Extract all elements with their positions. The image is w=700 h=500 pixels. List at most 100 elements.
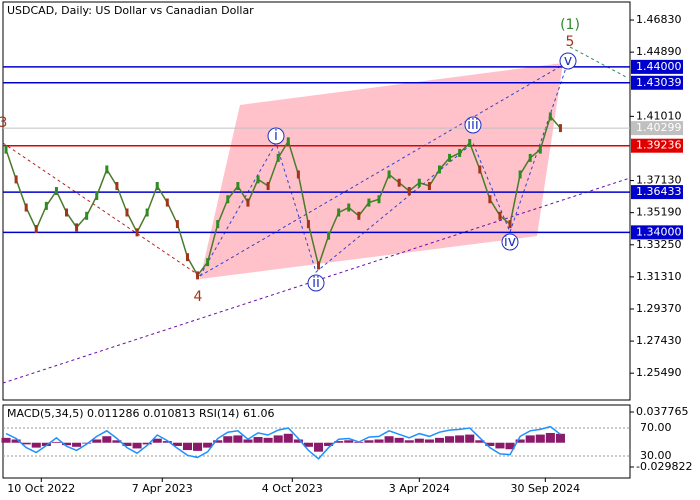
histogram-bar bbox=[233, 435, 243, 443]
candle bbox=[246, 198, 250, 207]
x-tick-label: 4 Oct 2023 bbox=[262, 482, 323, 495]
y-tick-label: 1.46830 bbox=[636, 13, 682, 26]
histogram-bar bbox=[525, 435, 535, 443]
candle bbox=[528, 153, 532, 162]
histogram-bar bbox=[313, 442, 324, 452]
wave-label: iv bbox=[504, 234, 516, 250]
histogram-bar bbox=[142, 442, 152, 445]
candle bbox=[498, 211, 502, 220]
candle bbox=[478, 165, 482, 174]
candle bbox=[175, 220, 179, 229]
candle bbox=[125, 208, 129, 217]
y-tick-label: 1.27430 bbox=[636, 334, 682, 347]
level-box bbox=[631, 225, 683, 240]
wave-line bbox=[2, 142, 201, 277]
wave-label: 4 bbox=[194, 289, 203, 305]
candle bbox=[427, 182, 431, 191]
histogram-bar bbox=[455, 435, 465, 443]
histogram-bar bbox=[414, 438, 424, 443]
y-tick-label: 1.44890 bbox=[636, 45, 682, 58]
histogram-bar bbox=[303, 442, 313, 447]
candle bbox=[266, 182, 270, 191]
histogram-bar bbox=[102, 436, 112, 443]
histogram-bar bbox=[132, 442, 142, 449]
candle bbox=[216, 220, 220, 229]
histogram-bar bbox=[334, 441, 344, 443]
candle bbox=[377, 195, 381, 204]
y-tick-label: 1.25490 bbox=[636, 366, 682, 379]
candle bbox=[357, 211, 361, 220]
wave-line bbox=[569, 46, 629, 79]
candle bbox=[306, 220, 310, 229]
candle bbox=[397, 178, 401, 187]
candle bbox=[558, 124, 562, 133]
candle bbox=[548, 112, 552, 121]
x-tick-label: 7 Apr 2023 bbox=[132, 482, 193, 495]
wave-label: v bbox=[564, 53, 572, 69]
y-tick-label: 1.35190 bbox=[636, 206, 682, 219]
candle bbox=[196, 271, 200, 280]
wave-label: ii bbox=[312, 275, 320, 291]
candle bbox=[65, 208, 69, 217]
histogram-bar bbox=[495, 442, 505, 449]
histogram-bar bbox=[273, 435, 283, 443]
candle bbox=[85, 211, 89, 220]
candle bbox=[44, 201, 48, 210]
candle bbox=[538, 145, 542, 154]
histogram-bar bbox=[384, 436, 394, 443]
candle bbox=[407, 186, 411, 195]
histogram-bar bbox=[505, 442, 515, 450]
candle bbox=[256, 175, 260, 184]
candle bbox=[347, 203, 351, 212]
histogram-bar bbox=[152, 438, 162, 443]
wave-label: 5 bbox=[566, 34, 575, 50]
histogram-bar bbox=[555, 433, 565, 443]
histogram-bar bbox=[293, 439, 303, 443]
candle bbox=[75, 223, 79, 232]
histogram-bar bbox=[193, 442, 203, 451]
level-box bbox=[631, 75, 683, 90]
level-box bbox=[631, 185, 683, 200]
x-tick-label: 3 Apr 2024 bbox=[389, 482, 450, 495]
indicator-title: MACD(5,34,5) 0.011286 0.010813 RSI(14) 6… bbox=[7, 407, 274, 420]
candle bbox=[317, 261, 321, 270]
candle bbox=[337, 208, 341, 217]
trend-line bbox=[2, 177, 631, 384]
histogram-bar bbox=[263, 437, 273, 443]
level-box bbox=[631, 138, 683, 153]
level-label: 1.43039 bbox=[636, 76, 682, 89]
histogram-bar bbox=[404, 440, 414, 443]
histogram-bar bbox=[535, 434, 545, 443]
histogram-bar bbox=[182, 442, 193, 451]
wave-circle bbox=[307, 274, 325, 292]
wave-circle bbox=[501, 233, 519, 251]
y2-tick-label: 70.00 bbox=[640, 421, 672, 434]
rsi-line bbox=[5, 425, 561, 460]
candle bbox=[236, 182, 240, 191]
histogram-bar bbox=[72, 442, 82, 447]
wave-label: (1) bbox=[560, 17, 580, 33]
y-tick-label: 1.29370 bbox=[636, 302, 682, 315]
level-label: 1.40299 bbox=[636, 121, 682, 134]
level-label: 1.44000 bbox=[636, 60, 682, 73]
candle bbox=[34, 225, 38, 234]
histogram-bar bbox=[31, 442, 41, 448]
histogram-bar bbox=[344, 440, 354, 443]
histogram-bar bbox=[11, 439, 21, 443]
candle bbox=[155, 182, 159, 191]
candle bbox=[14, 175, 18, 184]
histogram-bar bbox=[61, 442, 72, 446]
candle bbox=[95, 191, 99, 200]
y-tick-label: -0.029822 bbox=[636, 460, 692, 473]
y-tick-label: 1.37130 bbox=[636, 174, 682, 187]
candle bbox=[296, 170, 300, 179]
price-line bbox=[5, 115, 562, 277]
candle bbox=[276, 153, 280, 162]
level-label: 1.36433 bbox=[636, 185, 682, 198]
histogram-bar bbox=[243, 439, 253, 443]
candle bbox=[458, 148, 462, 157]
histogram-bar bbox=[253, 437, 263, 443]
candle bbox=[448, 153, 452, 162]
y-tick-label: 1.41010 bbox=[636, 109, 682, 122]
